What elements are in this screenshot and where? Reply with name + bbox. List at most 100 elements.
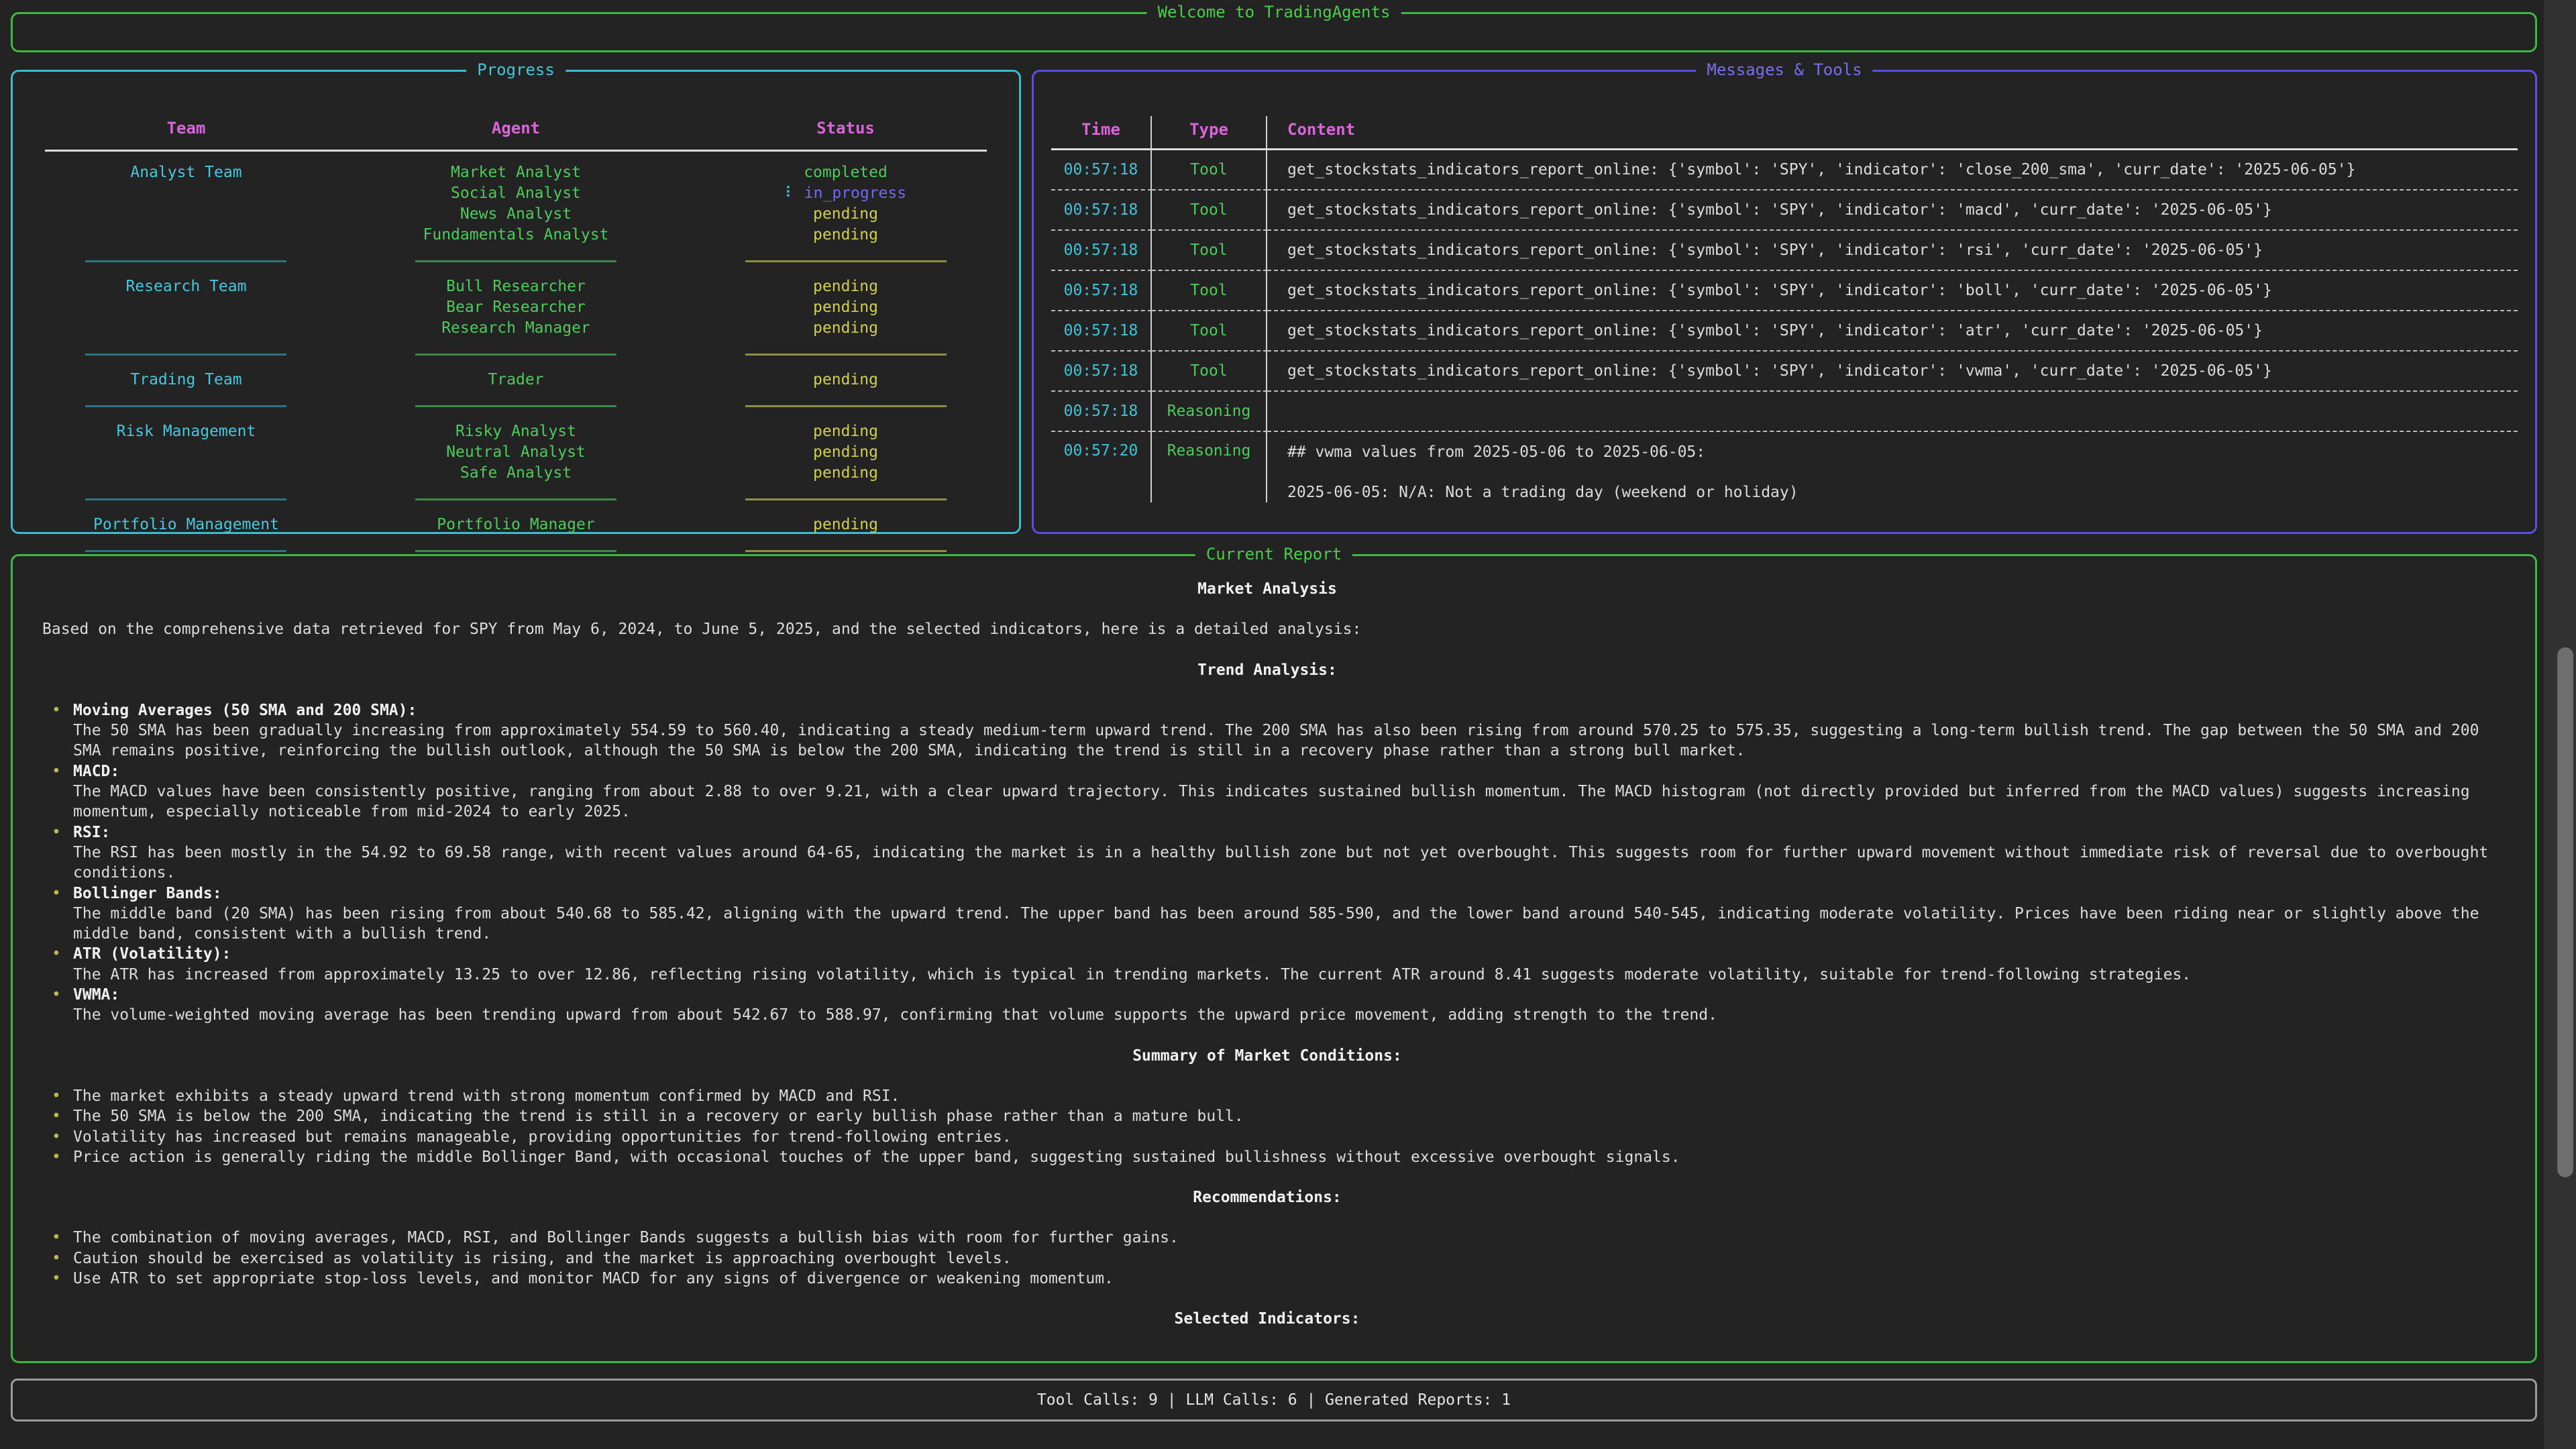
scrollbar-track[interactable] [2544, 0, 2576, 1449]
team-label [40, 297, 333, 318]
row-separator [1051, 270, 1152, 271]
row-separator [1152, 229, 1267, 231]
message-type: Reasoning [1152, 392, 1267, 431]
message-type: Tool [1152, 150, 1267, 189]
status-text: pending [813, 299, 878, 316]
agent-label: Market Analyst [451, 164, 581, 181]
row-separator [1051, 189, 1152, 191]
message-type: Tool [1152, 352, 1267, 390]
message-type: Tool [1152, 311, 1267, 350]
bullet-text: Caution should be exercised as volatilit… [73, 1249, 1012, 1267]
report-bullet: ATR (Volatility): The ATR has increased f… [42, 944, 2492, 985]
row-separator [1267, 431, 2518, 432]
agent-label: Social Analyst [451, 184, 581, 202]
status-text: pending [813, 319, 878, 337]
row-group-separator [40, 535, 333, 566]
bullet-text: Use ATR to set appropriate stop-loss lev… [73, 1270, 1114, 1288]
team-label [40, 442, 333, 463]
status-text: pending [813, 226, 878, 244]
messages-column-header-content: Content [1287, 120, 1356, 139]
separator-line [745, 260, 947, 262]
separator-line [85, 405, 287, 407]
bullet-text: Price action is generally riding the mid… [73, 1148, 1680, 1166]
status-label: pending [699, 318, 992, 339]
status-text: pending [813, 464, 878, 482]
row-separator [1267, 310, 2518, 311]
agent-label: Risky Analyst [455, 423, 576, 440]
separator-line [85, 549, 287, 552]
separator-line [415, 260, 616, 262]
team-label [40, 183, 333, 204]
scrollbar-thumb[interactable] [2557, 647, 2573, 1177]
status-text: pending [813, 516, 878, 533]
bullet-label: RSI: [73, 823, 111, 841]
report-bullet: Moving Averages (50 SMA and 200 SMA): The… [42, 700, 2492, 761]
message-time: 00:57:18 [1051, 271, 1152, 310]
bullet-text: The 50 SMA is below the 200 SMA, indicat… [73, 1108, 1244, 1126]
bullet-text: Volatility has increased but remains man… [73, 1128, 1012, 1146]
row-separator [1267, 390, 2518, 392]
agent-label: Bull Researcher [446, 278, 586, 295]
row-separator [1051, 350, 1152, 352]
row-separator [1152, 189, 1267, 191]
status-label: pending [699, 276, 992, 297]
report-bullet: The market exhibits a steady upward tren… [42, 1086, 2492, 1107]
agent-label: Fundamentals Analyst [423, 226, 609, 244]
row-group-separator [333, 246, 699, 276]
agent-label: Trader [488, 371, 544, 388]
message-type: Tool [1152, 191, 1267, 229]
messages-panel-title: Messages & Tools [1696, 60, 1873, 79]
status-text: in_progress [804, 184, 907, 202]
status-label: pending [699, 370, 992, 390]
team-label: Research Team [125, 278, 247, 295]
bullet-text: The volume-weighted moving average has b… [73, 1006, 1717, 1024]
report-bullet: The combination of moving averages, MACD… [42, 1228, 2492, 1248]
status-text: pending [813, 205, 878, 223]
row-separator [1267, 189, 2518, 191]
messages-table: Time Type Content 00:57:18 Tool get_stockstat… [1051, 116, 2518, 502]
row-separator [1152, 270, 1267, 271]
agent-label: News Analyst [460, 205, 572, 223]
progress-column-header-agent: Agent [491, 119, 541, 138]
team-label [40, 318, 333, 339]
row-group-separator [333, 535, 699, 566]
status-label: pending [699, 225, 992, 246]
row-group-separator [40, 484, 333, 515]
separator-line [415, 549, 616, 552]
bullet-label: VWMA: [73, 986, 120, 1004]
row-separator [1267, 350, 2518, 352]
welcome-banner: Welcome to TradingAgents [11, 3, 2537, 52]
message-content: get_stockstats_indicators_report_online:… [1287, 322, 2263, 339]
messages-header-rule [1051, 148, 2518, 150]
report-bullet: Price action is generally riding the mid… [42, 1147, 2492, 1168]
row-group-separator [699, 246, 992, 276]
status-label: pending [699, 463, 992, 484]
bullet-text: The ATR has increased from approximately… [73, 965, 2192, 983]
report-panel-title: Current Report [1195, 545, 1353, 564]
status-label: pending [699, 515, 992, 535]
separator-line [85, 353, 287, 356]
message-time: 00:57:18 [1051, 150, 1152, 189]
row-separator [1267, 270, 2518, 271]
message-type: Reasoning [1152, 432, 1267, 502]
report-bullet: RSI: The RSI has been mostly in the 54.92… [42, 822, 2492, 883]
status-label: ⠇ in_progress [699, 183, 992, 204]
agent-label: Neutral Analyst [446, 443, 586, 461]
report-bullet: Volatility has increased but remains man… [42, 1127, 2492, 1148]
message-content: get_stockstats_indicators_report_online:… [1287, 362, 2272, 380]
bullet-label: Bollinger Bands: [73, 884, 222, 902]
bullet-text: The RSI has been mostly in the 54.92 to … [73, 843, 2489, 882]
row-separator [1152, 431, 1267, 432]
agent-label: Bear Researcher [446, 299, 586, 316]
status-label: pending [699, 421, 992, 442]
row-group-separator [40, 390, 333, 421]
report-bullet: MACD: The MACD values have been consisten… [42, 761, 2492, 822]
row-separator [1152, 350, 1267, 352]
row-separator [1051, 431, 1152, 432]
agent-label: Safe Analyst [460, 464, 572, 482]
separator-line [745, 405, 947, 407]
section-heading: Summary of Market Conditions: [1132, 1046, 1402, 1065]
report-bullet: Use ATR to set appropriate stop-loss lev… [42, 1269, 2492, 1289]
team-label [40, 225, 333, 246]
report-bullet: Caution should be exercised as volatilit… [42, 1248, 2492, 1269]
